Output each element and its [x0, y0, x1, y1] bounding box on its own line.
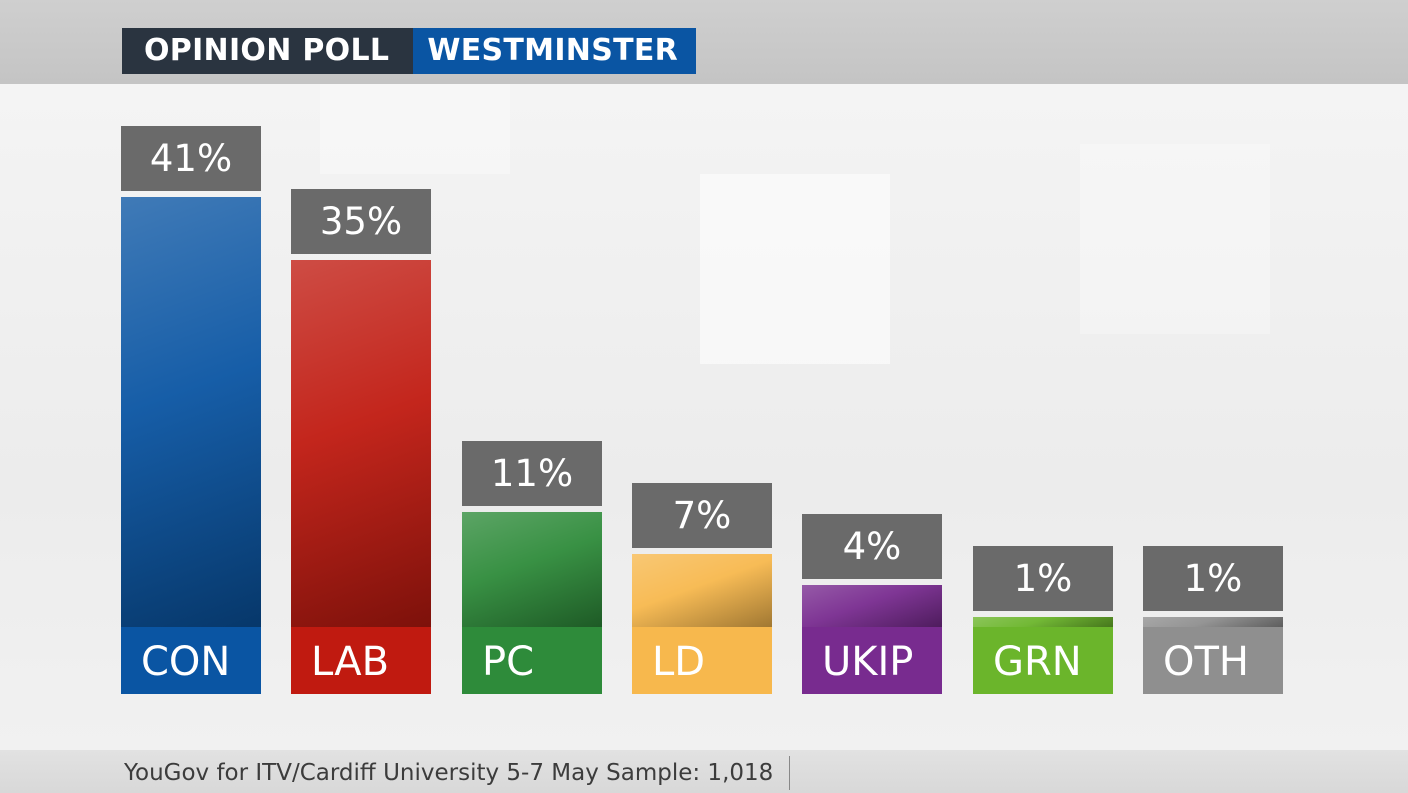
bar-con: 41% CON — [121, 126, 261, 694]
category-label-lab: LAB — [291, 627, 431, 694]
category-label-ukip: UKIP — [802, 627, 942, 694]
value-label-grn: 1% — [973, 546, 1113, 611]
bar-ukip: 4% UKIP — [802, 514, 942, 694]
value-label-lab: 35% — [291, 189, 431, 254]
bar-grn: 1% GRN — [973, 546, 1113, 694]
value-label-ukip: 4% — [802, 514, 942, 579]
bar-fill-grn — [973, 617, 1113, 627]
bottom-band — [0, 750, 1408, 793]
category-label-con: CON — [121, 627, 261, 694]
poll-header: OPINION POLL WESTMINSTER — [122, 28, 697, 74]
bar-fill-ld — [632, 554, 772, 627]
bar-oth: 1% OTH — [1143, 546, 1283, 694]
background-tile — [1080, 144, 1270, 334]
category-label-ld: LD — [632, 627, 772, 694]
source-footer: YouGov for ITV/Cardiff University 5-7 Ma… — [124, 756, 791, 790]
background-tile — [700, 174, 890, 364]
bar-fill-ukip — [802, 585, 942, 627]
bar-lab: 35% LAB — [291, 189, 431, 694]
category-label-pc: PC — [462, 627, 602, 694]
header-westminster: WESTMINSTER — [413, 28, 697, 74]
category-label-grn: GRN — [973, 627, 1113, 694]
bar-fill-pc — [462, 512, 602, 627]
category-label-oth: OTH — [1143, 627, 1283, 694]
background-tile — [320, 84, 510, 174]
value-label-con: 41% — [121, 126, 261, 191]
bar-fill-con — [121, 197, 261, 627]
value-label-oth: 1% — [1143, 546, 1283, 611]
value-label-pc: 11% — [462, 441, 602, 506]
bar-fill-lab — [291, 260, 431, 627]
value-label-ld: 7% — [632, 483, 772, 548]
bar-fill-oth — [1143, 617, 1283, 627]
header-opinion-poll: OPINION POLL — [122, 28, 414, 74]
bar-ld: 7% LD — [632, 483, 772, 694]
bar-pc: 11% PC — [462, 441, 602, 694]
